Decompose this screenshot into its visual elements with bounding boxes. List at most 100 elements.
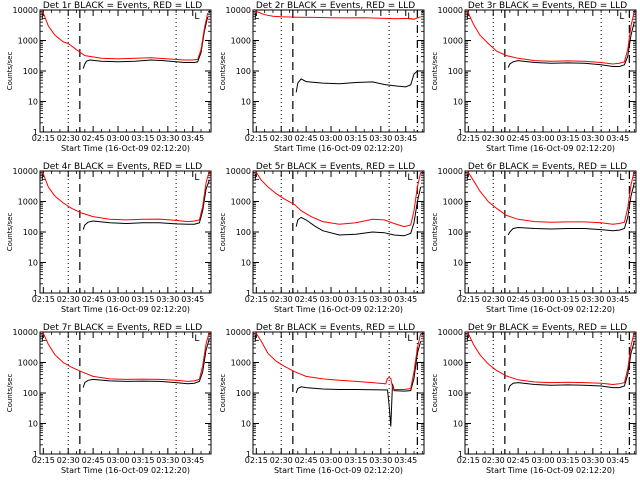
panel-title: Det 3r BLACK = Events, RED = LLD [468,1,627,11]
x-tick-label: 02:15 [32,134,55,143]
y-tick-label: 10 [28,420,38,429]
y-tick-label: 100 [448,228,463,237]
y-tick-label: 10 [241,259,251,268]
y-tick-label: 10 [453,259,463,268]
x-tick-label: 03:45 [181,456,204,465]
panel-det-3: Det 3r BLACK = Events, RED = LLD 1 10 100 10… [431,1,637,153]
x-tick-label: 03:15 [131,295,154,304]
panel-title: Det 7r BLACK = Events, RED = LLD [43,323,202,333]
series-lld-line [254,171,422,228]
y-tick-label: 1000 [443,359,463,368]
plot-frame [464,9,637,133]
y-tick-label: 100 [23,228,38,237]
panel-title: Det 2r BLACK = Events, RED = LLD [256,1,415,11]
series-events-line [82,180,210,230]
y-tick-label: 10 [28,259,38,268]
panel-det-4: Det 4r BLACK = Events, RED = LLD 1 10 100 10… [6,162,212,314]
x-tick-label: 02:30 [270,295,293,304]
x-tick-label: 03:45 [394,134,417,143]
y-tick-label: 10000 [226,167,251,176]
series-events-line [82,338,210,388]
panel-det-6: Det 6r BLACK = Events, RED = LLD 1 10 100 10… [431,162,637,314]
x-tick-label: 03:30 [369,295,392,304]
x-tick-label: 03:30 [156,134,179,143]
y-tick-label: 1000 [18,37,38,46]
panel-title: Det 4r BLACK = Events, RED = LLD [43,162,202,172]
corner-marker-right: L [619,173,624,183]
y-axis-label: Counts/sec [6,52,14,91]
x-tick-label: 02:45 [295,456,318,465]
series-events-line [295,70,418,93]
x-tick-label: 03:15 [344,134,367,143]
x-tick-label: 02:15 [457,456,480,465]
y-tick-label: 100 [448,67,463,76]
x-tick-label: 03:30 [369,134,392,143]
x-tick-label: 03:00 [531,134,554,143]
x-tick-label: 03:30 [581,456,604,465]
x-tick-label: 03:30 [156,295,179,304]
x-tick-label: 03:45 [606,134,629,143]
y-tick-label: 1 [246,128,251,137]
corner-marker-right: L [194,334,199,344]
x-tick-label: 03:15 [556,295,579,304]
x-tick-label: 03:45 [606,295,629,304]
panel-title: Det 6r BLACK = Events, RED = LLD [468,162,627,172]
x-tick-label: 03:30 [156,456,179,465]
x-tick-label: 03:45 [181,295,204,304]
x-tick-label: 02:30 [482,295,505,304]
x-tick-label: 02:45 [295,134,318,143]
series-events-line [507,341,635,391]
corner-marker-right: L [194,173,199,183]
x-axis-label: Start Time (16-Oct-09 02:12:20) [486,305,615,314]
x-axis-label: Start Time (16-Oct-09 02:12:20) [61,144,190,153]
series-lld-line [466,171,635,225]
series-events-line [295,186,422,237]
x-tick-label: 03:00 [319,456,342,465]
y-tick-label: 100 [23,389,38,398]
series-lld-line [466,332,635,386]
y-tick-label: 100 [236,389,251,398]
series-lld-line [41,332,210,382]
y-axis-label: Counts/sec [6,213,14,252]
y-tick-label: 1000 [443,37,463,46]
plot-frame [464,170,637,294]
corner-marker-left: L [41,334,46,344]
x-tick-label: 02:45 [295,295,318,304]
y-tick-label: 1 [458,450,463,459]
corner-marker-right: L [407,334,412,344]
x-tick-label: 02:45 [507,456,530,465]
panel-det-2: Det 2r BLACK = Events, RED = LLD 1 10 100 10… [219,1,425,153]
y-tick-label: 1000 [18,198,38,207]
x-axis-label: Start Time (16-Oct-09 02:12:20) [486,144,615,153]
corner-marker-right: L [407,12,412,22]
x-tick-label: 03:30 [581,134,604,143]
plot-frame [252,9,425,133]
corner-marker-left: L [466,173,471,183]
panel-title: Det 5r BLACK = Events, RED = LLD [256,162,415,172]
y-tick-label: 100 [236,228,251,237]
x-tick-label: 03:00 [319,295,342,304]
y-tick-label: 1 [246,450,251,459]
x-axis-label: Start Time (16-Oct-09 02:12:20) [274,305,403,314]
y-tick-label: 1 [33,128,38,137]
x-tick-label: 03:45 [394,456,417,465]
series-events-line [295,341,422,427]
x-tick-label: 02:15 [32,456,55,465]
y-tick-label: 100 [448,389,463,398]
corner-marker-left: L [41,12,46,22]
x-tick-label: 03:15 [556,456,579,465]
y-axis-label: Counts/sec [431,374,439,413]
series-events-line [507,21,635,68]
y-tick-label: 10 [241,98,251,107]
x-tick-label: 03:30 [581,295,604,304]
y-axis-label: Counts/sec [6,374,14,413]
y-tick-label: 10000 [13,167,38,176]
corner-marker-left: L [254,12,259,22]
x-tick-label: 02:45 [82,456,105,465]
x-tick-label: 02:15 [32,295,55,304]
corner-marker-left: L [254,173,259,183]
plot-frame [39,170,212,294]
x-tick-label: 02:30 [270,134,293,143]
panel-det-5: Det 5r BLACK = Events, RED = LLD 1 10 100 10… [219,162,425,314]
